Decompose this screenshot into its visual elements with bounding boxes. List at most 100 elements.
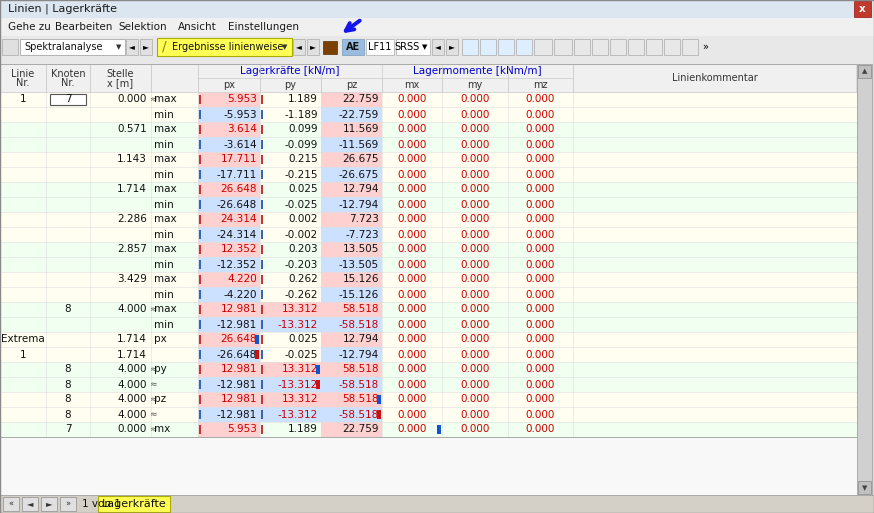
Bar <box>574 39 590 55</box>
Text: 0.000: 0.000 <box>398 169 427 180</box>
Text: -0.002: -0.002 <box>285 229 318 240</box>
Text: min: min <box>154 289 174 300</box>
Bar <box>0 287 857 302</box>
Text: 0.000: 0.000 <box>526 200 555 209</box>
Text: 7: 7 <box>65 424 72 435</box>
Text: 0.000: 0.000 <box>398 305 427 314</box>
Text: ≈: ≈ <box>149 95 156 104</box>
Bar <box>90 64 151 92</box>
Bar <box>261 110 263 119</box>
Text: 8: 8 <box>65 380 72 389</box>
Bar <box>321 332 382 347</box>
Bar <box>199 185 201 194</box>
Text: ≈: ≈ <box>149 395 156 404</box>
Bar <box>0 302 857 317</box>
Bar <box>198 377 260 392</box>
Bar <box>0 92 857 107</box>
Bar <box>321 167 382 182</box>
Text: 0.000: 0.000 <box>526 125 555 134</box>
Text: Nr.: Nr. <box>17 78 30 88</box>
Bar <box>198 287 260 302</box>
Bar <box>198 242 260 257</box>
Text: max: max <box>154 214 177 225</box>
Bar <box>261 200 263 209</box>
Text: 1.714: 1.714 <box>117 185 147 194</box>
Bar <box>199 410 201 419</box>
Bar <box>261 305 263 314</box>
Text: -4.220: -4.220 <box>224 289 257 300</box>
Text: ▼: ▼ <box>422 44 427 50</box>
Text: 58.518: 58.518 <box>343 365 379 374</box>
Bar <box>198 212 260 227</box>
Text: 0.000: 0.000 <box>526 289 555 300</box>
Bar <box>0 212 857 227</box>
Bar <box>321 377 382 392</box>
Text: Einstellungen: Einstellungen <box>228 22 299 32</box>
Text: 0.000: 0.000 <box>526 320 555 329</box>
Text: 5.953: 5.953 <box>227 94 257 105</box>
Text: 0.000: 0.000 <box>398 409 427 420</box>
Bar <box>199 305 201 314</box>
Text: 12.794: 12.794 <box>343 185 379 194</box>
Bar <box>323 41 337 54</box>
Text: -12.352: -12.352 <box>217 260 257 269</box>
Bar <box>261 335 263 344</box>
Text: 0.000: 0.000 <box>461 229 489 240</box>
Text: 4.000: 4.000 <box>117 409 147 420</box>
Bar <box>198 332 260 347</box>
Text: 0.000: 0.000 <box>398 185 427 194</box>
Text: 0.000: 0.000 <box>526 334 555 345</box>
Text: 0.000: 0.000 <box>526 214 555 225</box>
Text: 0.000: 0.000 <box>461 365 489 374</box>
Bar <box>534 39 552 55</box>
Bar <box>199 95 201 104</box>
Bar <box>199 110 201 119</box>
Text: ≈: ≈ <box>149 425 156 434</box>
Text: 8: 8 <box>65 365 72 374</box>
Text: ◄: ◄ <box>296 43 302 51</box>
Bar <box>261 230 263 239</box>
Text: -26.675: -26.675 <box>339 169 379 180</box>
Text: -0.215: -0.215 <box>285 169 318 180</box>
Text: 0.099: 0.099 <box>288 125 318 134</box>
Text: ◄: ◄ <box>435 43 441 51</box>
Text: Ansicht: Ansicht <box>178 22 217 32</box>
Text: 0.000: 0.000 <box>398 245 427 254</box>
Text: »: » <box>702 42 708 52</box>
Bar <box>498 39 514 55</box>
Bar <box>0 122 857 137</box>
Text: 0.000: 0.000 <box>461 424 489 435</box>
Text: LF11: LF11 <box>368 42 392 52</box>
Text: 0.000: 0.000 <box>461 109 489 120</box>
Text: 0.000: 0.000 <box>398 109 427 120</box>
Bar <box>342 39 364 55</box>
Text: 3.429: 3.429 <box>117 274 147 285</box>
Text: ≈: ≈ <box>149 365 156 374</box>
Bar <box>316 365 320 374</box>
Text: -0.099: -0.099 <box>285 140 318 149</box>
Bar <box>0 64 857 437</box>
Text: 12.981: 12.981 <box>220 305 257 314</box>
Text: 0.000: 0.000 <box>461 409 489 420</box>
Bar <box>3 497 19 511</box>
Text: 0.000: 0.000 <box>398 380 427 389</box>
Bar <box>198 167 260 182</box>
Text: -13.312: -13.312 <box>278 409 318 420</box>
Bar <box>198 347 260 362</box>
Text: 0.000: 0.000 <box>526 305 555 314</box>
Text: 0.000: 0.000 <box>398 214 427 225</box>
Text: max: max <box>154 305 177 314</box>
Text: Selektion: Selektion <box>118 22 167 32</box>
Bar <box>260 392 321 407</box>
Bar <box>199 215 201 224</box>
Text: -58.518: -58.518 <box>339 320 379 329</box>
Text: 4.000: 4.000 <box>117 380 147 389</box>
Text: 0.000: 0.000 <box>526 424 555 435</box>
Bar <box>0 197 857 212</box>
Bar <box>480 39 496 55</box>
Bar <box>321 302 382 317</box>
Text: «: « <box>9 500 14 508</box>
Text: 1: 1 <box>20 94 26 105</box>
Bar <box>199 140 201 149</box>
Bar <box>198 407 260 422</box>
